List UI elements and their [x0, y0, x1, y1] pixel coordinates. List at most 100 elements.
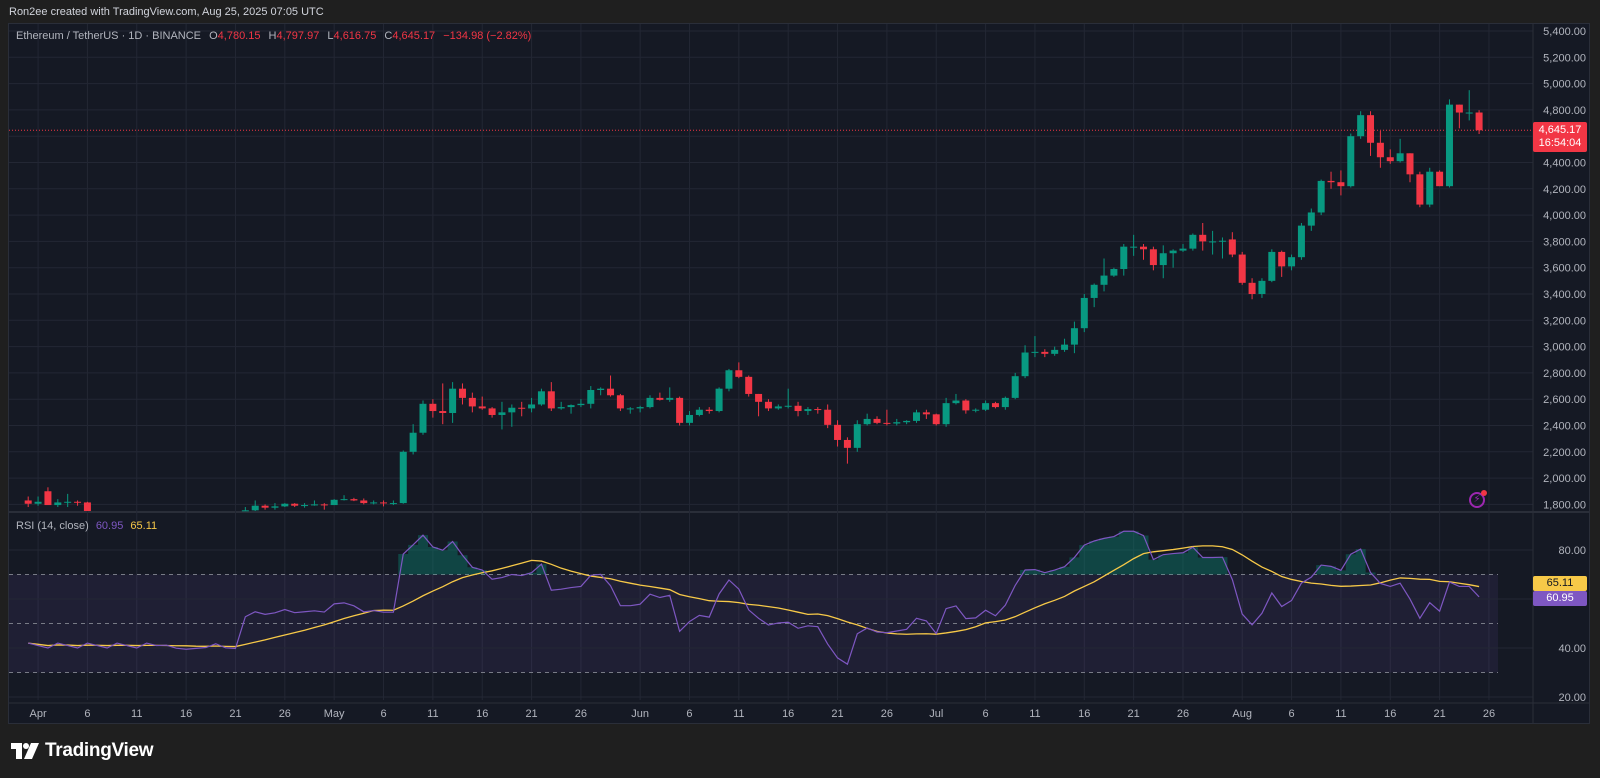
- candle: [834, 424, 842, 440]
- date-axis-label: 16: [782, 708, 794, 720]
- candle: [735, 370, 743, 377]
- change-value: −134.98 (−2.82%): [443, 30, 532, 42]
- date-axis[interactable]: Apr 6 11 16 21 26 May 6 11 16 21 26 Jun 6 11 16 21 26 Jul 6…: [30, 24, 1496, 720]
- date-axis-label: 26: [1483, 708, 1495, 720]
- candle: [409, 432, 417, 452]
- candle: [380, 502, 388, 504]
- candle: [952, 400, 960, 404]
- candle: [310, 504, 318, 506]
- price-axis-label: 3,600.00: [1543, 263, 1586, 275]
- candle: [804, 409, 812, 412]
- candle: [508, 407, 516, 413]
- candle: [774, 406, 782, 409]
- candle: [1090, 284, 1098, 298]
- symbol-name[interactable]: Ethereum / TetherUS · 1D · BINANCE: [16, 30, 202, 42]
- candle: [1465, 112, 1473, 114]
- rsi-overbought-fill: [398, 531, 1376, 575]
- tradingview-logo-icon: [11, 743, 39, 759]
- candle: [1070, 328, 1078, 345]
- candle: [676, 397, 684, 423]
- tradingview-logo-text: TradingView: [45, 740, 154, 761]
- chart-frame[interactable]: [8, 23, 1590, 724]
- candle: [991, 403, 999, 408]
- date-axis-label: Apr: [30, 708, 47, 720]
- candle: [24, 500, 32, 504]
- candle: [814, 409, 822, 411]
- candle: [320, 504, 328, 506]
- candle: [449, 388, 457, 414]
- date-axis-label: 6: [1288, 708, 1294, 720]
- last-price: 4,645.17: [1538, 124, 1582, 136]
- price-axis-label: 3,800.00: [1543, 236, 1586, 248]
- date-axis-label: 11: [131, 708, 142, 720]
- candle: [54, 502, 62, 506]
- price-grid: 5,400.00 5,200.00 5,000.00 4,800.00 4,400.00…: [9, 26, 1586, 511]
- candle: [74, 501, 82, 503]
- low-value: 4,616.75: [333, 30, 377, 42]
- rsi-axis-label: 40.00: [1558, 643, 1586, 655]
- candle: [567, 405, 575, 408]
- candle: [429, 403, 437, 412]
- candle: [528, 404, 536, 409]
- candle: [1218, 240, 1226, 242]
- candle: [1051, 349, 1059, 354]
- rsi-pane[interactable]: 80.00 40.00 20.00: [9, 530, 1586, 704]
- chart-credit: Ron2ee created with TradingView.com, Aug…: [9, 6, 324, 18]
- candle: [399, 451, 407, 504]
- rsi-axis-label: 20.00: [1558, 692, 1586, 704]
- candle: [518, 407, 526, 409]
- candle: [1475, 112, 1483, 131]
- candle: [903, 420, 911, 423]
- date-axis-label: 16: [1078, 708, 1090, 720]
- rsi-value: 60.95: [95, 520, 124, 532]
- candle: [547, 391, 555, 409]
- price-axis-label: 2,200.00: [1543, 447, 1586, 459]
- candle: [1169, 250, 1177, 254]
- candle: [873, 418, 881, 423]
- date-axis-label: 11: [733, 708, 744, 720]
- candle: [922, 412, 930, 415]
- date-axis-label: 21: [229, 708, 241, 720]
- pane-separator[interactable]: [9, 511, 1590, 513]
- price-axis-label: 2,600.00: [1543, 394, 1586, 406]
- candle: [853, 424, 861, 448]
- candle: [1406, 153, 1414, 175]
- candlestick-series[interactable]: [24, 90, 1483, 512]
- rsi-legend: RSI (14, close) 60.95 65.11: [16, 520, 157, 532]
- candle: [1189, 234, 1197, 249]
- rsi-tag: 60.95: [1533, 591, 1587, 606]
- price-axis-label: 4,400.00: [1543, 158, 1586, 170]
- candle: [340, 499, 348, 501]
- rsi-title[interactable]: RSI (14, close): [16, 520, 89, 532]
- candle: [656, 397, 664, 400]
- bar-countdown: 16:54:04: [1538, 137, 1582, 149]
- candle: [83, 502, 91, 511]
- last-price-tag: 4,645.17 16:54:04: [1533, 122, 1587, 152]
- date-axis-label: 21: [1128, 708, 1140, 720]
- date-axis-label: 6: [686, 708, 692, 720]
- tradingview-logo[interactable]: TradingView: [11, 740, 154, 762]
- candle: [537, 391, 545, 405]
- candle: [360, 500, 368, 504]
- candle: [597, 388, 605, 390]
- candle: [468, 397, 476, 407]
- candle: [1199, 234, 1207, 242]
- candle: [1080, 297, 1088, 329]
- rsi-ma-value: 65.11: [130, 520, 158, 532]
- candle: [577, 403, 585, 406]
- candle: [695, 409, 703, 415]
- price-axis-label: 2,000.00: [1543, 473, 1586, 485]
- price-axis-label: 4,800.00: [1543, 105, 1586, 117]
- candle: [419, 403, 427, 433]
- lightning-alert-icon[interactable]: ⚡: [1469, 490, 1487, 508]
- candle: [587, 389, 595, 404]
- candle: [982, 403, 990, 410]
- candle: [942, 403, 950, 425]
- candle: [1130, 246, 1138, 248]
- candle: [1209, 241, 1217, 243]
- candle: [1445, 104, 1453, 187]
- candle: [1248, 282, 1256, 294]
- date-axis-label: 26: [881, 708, 893, 720]
- candle: [932, 414, 940, 425]
